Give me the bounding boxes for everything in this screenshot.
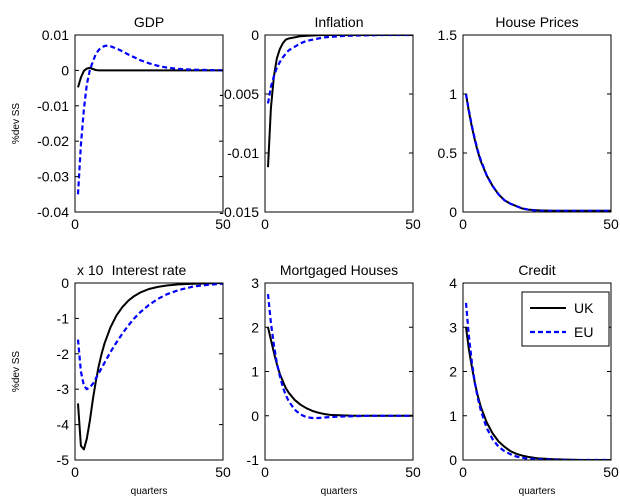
y-tick-label-house-prices: 1	[449, 86, 457, 102]
series-line-uk-gdp	[77, 66, 223, 88]
y-tick-label-interest-rate: -5	[57, 452, 70, 468]
y-tick-label-credit: 3	[449, 319, 457, 335]
y-tick-label-gdp: -0.02	[37, 133, 69, 149]
series-line-eu-gdp	[76, 44, 223, 195]
chart-title-gdp: GDP	[134, 14, 164, 30]
y-tick-label-credit: 1	[449, 408, 457, 424]
y-tick-label-interest-rate: -4	[57, 417, 70, 433]
x-axis-label-credit: quarters	[519, 486, 556, 497]
series-line-uk-inflation	[267, 35, 413, 168]
series-line-eu-interest-rate	[76, 283, 223, 391]
y-tick-label-mortgaged-houses: 3	[251, 275, 259, 291]
y-tick-label-gdp: 0	[61, 62, 69, 78]
y-tick-label-interest-rate: -3	[57, 381, 70, 397]
series-line-eu-mortgaged-houses	[266, 293, 413, 420]
legend: UK EU	[521, 291, 610, 347]
x-tick-label-credit: 50	[603, 464, 619, 480]
x-tick-label-house-prices: 0	[459, 216, 467, 232]
series-line-uk-house-prices	[465, 93, 611, 212]
tick-multiplier-interest-rate: x 10	[77, 262, 104, 278]
axes-frame-gdp	[74, 34, 224, 213]
axes-frame-interest-rate	[74, 282, 224, 461]
y-tick-label-inflation: 0	[251, 27, 259, 43]
panel-house-prices: 1.5 1 0.5 00 50 House Prices	[438, 14, 619, 232]
y-axis-label-interest-rate: %dev SS	[11, 351, 22, 392]
x-tick-label-mortgaged-houses: 0	[261, 464, 269, 480]
legend-label-uk: UK	[574, 300, 594, 316]
series-line-eu-house-prices	[464, 93, 611, 212]
x-axis-label-interest-rate: quarters	[131, 486, 168, 497]
y-tick-label-gdp: -0.03	[37, 169, 69, 185]
x-tick-label-interest-rate: 50	[215, 464, 231, 480]
x-tick-label-inflation: 50	[405, 216, 421, 232]
y-tick-label-gdp: -0.04	[37, 204, 69, 220]
y-tick-label-mortgaged-houses: 1	[251, 364, 259, 380]
x-tick-label-gdp: 50	[215, 216, 231, 232]
y-tick-label-inflation: -0.015	[219, 204, 259, 220]
x-tick-label-mortgaged-houses: 50	[405, 464, 421, 480]
y-axis-label-gdp: %dev SS	[11, 103, 22, 144]
y-tick-label-gdp: -0.01	[37, 98, 69, 114]
chart-title-mortgaged-houses: Mortgaged Houses	[280, 262, 398, 278]
y-tick-label-credit: 2	[449, 364, 457, 380]
axes-frame-house-prices	[462, 34, 612, 213]
panel-credit: 4 3 2 1 00 50 Credit quarters	[449, 262, 619, 497]
x-tick-label-inflation: 0	[261, 216, 269, 232]
series-line-eu-credit	[464, 302, 611, 460]
chart-title-credit: Credit	[518, 262, 555, 278]
x-tick-label-interest-rate: 0	[71, 464, 79, 480]
y-tick-label-gdp: 0.01	[42, 27, 69, 43]
chart-title-inflation: Inflation	[314, 14, 363, 30]
y-tick-label-inflation: -0.005	[219, 86, 259, 102]
y-tick-label-interest-rate: -2	[57, 346, 70, 362]
y-tick-label-credit: 4	[449, 275, 457, 291]
y-tick-label-house-prices: 0	[449, 204, 457, 220]
x-tick-label-gdp: 0	[71, 216, 79, 232]
y-tick-label-house-prices: 1.5	[438, 27, 458, 43]
y-tick-label-mortgaged-houses: 0	[251, 408, 259, 424]
legend-label-eu: EU	[574, 324, 593, 340]
series-line-uk-credit	[465, 327, 611, 460]
axes-frame-inflation	[264, 34, 414, 213]
x-tick-label-house-prices: 50	[603, 216, 619, 232]
legend-box	[521, 291, 610, 347]
chart-title-interest-rate: Interest rate	[112, 262, 187, 278]
y-tick-label-mortgaged-houses: -1	[247, 452, 260, 468]
y-tick-label-interest-rate: 0	[61, 275, 69, 291]
series-line-uk-interest-rate	[77, 283, 223, 451]
x-tick-label-credit: 0	[459, 464, 467, 480]
axes-frame-mortgaged-houses	[264, 282, 414, 461]
y-tick-label-credit: 0	[449, 452, 457, 468]
series-line-uk-mortgaged-houses	[267, 327, 413, 417]
y-tick-label-inflation: -0.01	[227, 145, 259, 161]
y-tick-label-mortgaged-houses: 2	[251, 319, 259, 335]
series-line-eu-inflation	[266, 35, 413, 104]
chart-title-house-prices: House Prices	[495, 14, 578, 30]
y-tick-label-house-prices: 0.5	[438, 145, 458, 161]
y-tick-label-interest-rate: -1	[57, 310, 70, 326]
x-axis-label-mortgaged-houses: quarters	[321, 486, 358, 497]
